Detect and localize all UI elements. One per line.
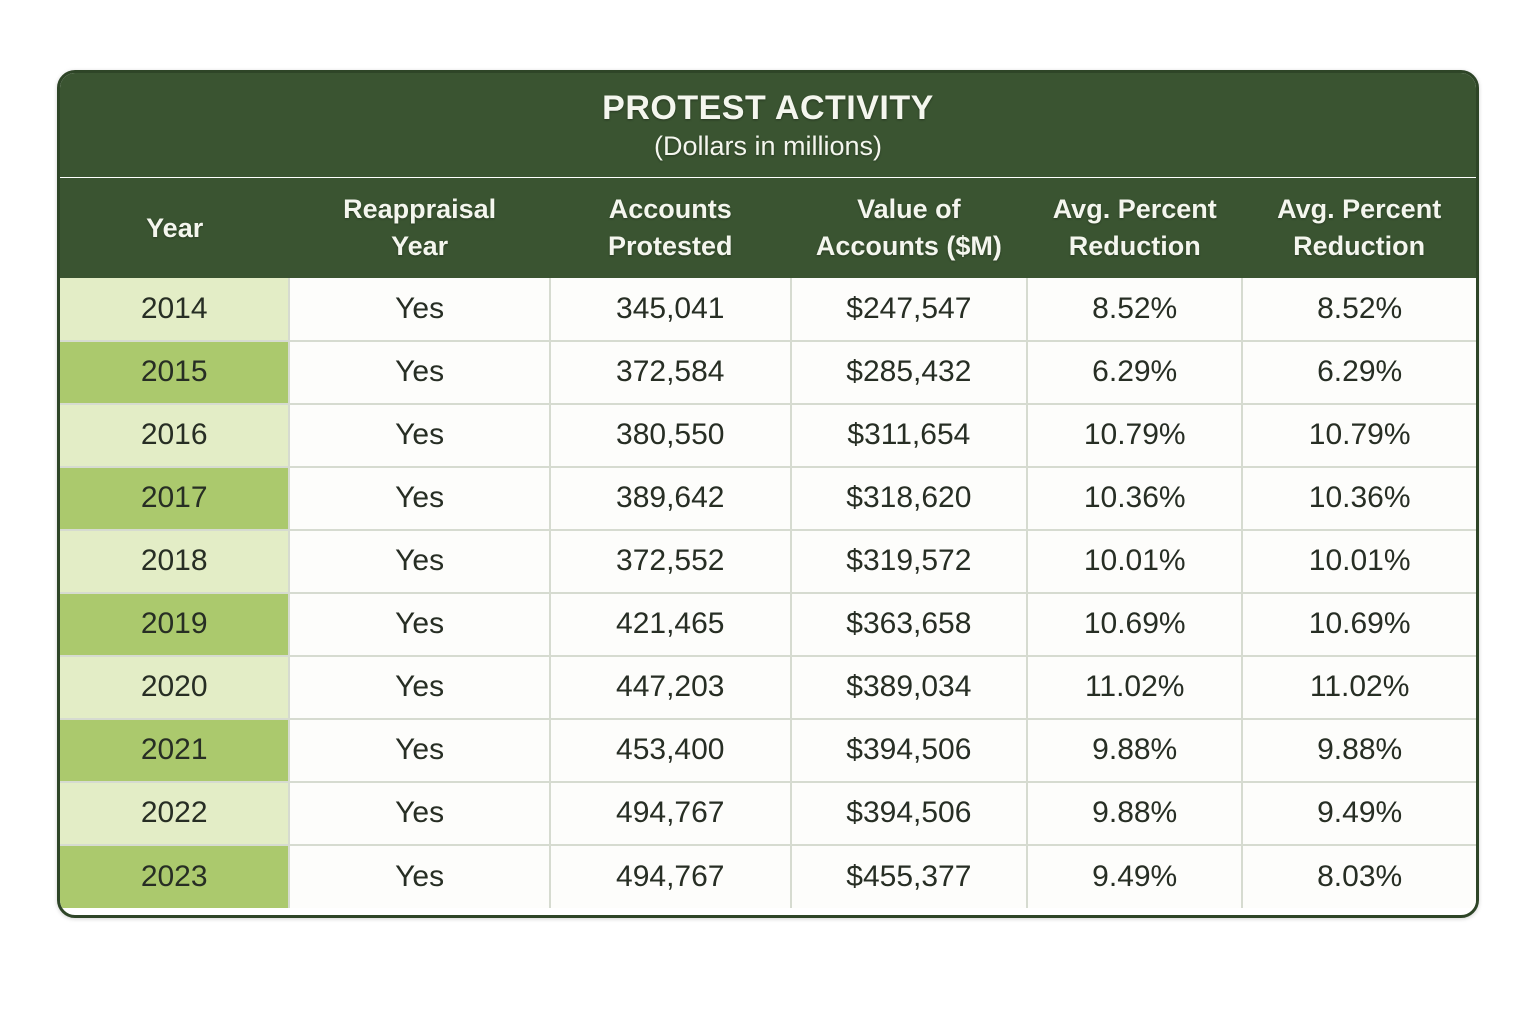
table-cell: $363,658 bbox=[790, 592, 1029, 657]
table-cell: 380,550 bbox=[549, 403, 792, 468]
table-cell: 8.03% bbox=[1242, 844, 1476, 908]
header-cell-1: Reappraisal Year bbox=[289, 177, 550, 278]
table-cell: 494,767 bbox=[549, 844, 792, 908]
table-cell: 345,041 bbox=[549, 277, 792, 342]
year-cell: 2015 bbox=[60, 340, 291, 405]
table-cell: 9.88% bbox=[1027, 781, 1244, 846]
table-cell: 9.88% bbox=[1242, 718, 1476, 783]
year-cell: 2018 bbox=[60, 529, 291, 594]
table-cell: 10.69% bbox=[1242, 592, 1476, 657]
protest-activity-table: Year Reappraisal Year Accounts Protested Va… bbox=[60, 177, 1476, 908]
year-cell: 2021 bbox=[60, 718, 291, 783]
year-cell: 2016 bbox=[60, 403, 291, 468]
table-cell: 11.02% bbox=[1027, 655, 1244, 720]
table-cell: 494,767 bbox=[549, 781, 792, 846]
header-cell-2: Accounts Protested bbox=[549, 177, 791, 278]
table-cell: 9.49% bbox=[1242, 781, 1476, 846]
table-cell: 8.52% bbox=[1027, 277, 1244, 342]
table-cell: Yes bbox=[289, 592, 551, 657]
table-subtitle: (Dollars in millions) bbox=[653, 130, 883, 161]
year-cell: 2019 bbox=[60, 592, 291, 657]
table-body: 2014 Yes 345,041 $247,547 8.52% 8.52% 2015 Yes 3… bbox=[60, 277, 1476, 908]
table-cell: 421,465 bbox=[549, 592, 792, 657]
table-row: 2021 Yes 453,400 $394,506 9.88% 9.88% bbox=[60, 718, 1476, 783]
table-cell: 9.49% bbox=[1027, 844, 1244, 908]
table-cell: 10.79% bbox=[1242, 403, 1476, 468]
table-cell: 372,552 bbox=[549, 529, 792, 594]
table-cell: 10.79% bbox=[1027, 403, 1244, 468]
table-row: 2020 Yes 447,203 $389,034 11.02% 11.02% bbox=[60, 655, 1476, 720]
table-cell: 447,203 bbox=[549, 655, 792, 720]
table-cell: Yes bbox=[289, 277, 551, 342]
table-cell: $455,377 bbox=[790, 844, 1029, 908]
table-cell: $389,034 bbox=[790, 655, 1029, 720]
table-cell: 10.69% bbox=[1027, 592, 1244, 657]
table-cell: 6.29% bbox=[1242, 340, 1476, 405]
table-cell: Yes bbox=[289, 844, 551, 908]
table-cell: 372,584 bbox=[549, 340, 792, 405]
year-cell: 2022 bbox=[60, 781, 291, 846]
table-cell: Yes bbox=[289, 466, 551, 531]
header-cell-4: Avg. Percent Reduction bbox=[1027, 177, 1243, 278]
table-cell: 9.88% bbox=[1027, 718, 1244, 783]
protest-activity-card: PROTEST ACTIVITY (Dollars in millions) Y… bbox=[57, 70, 1479, 918]
table-cell: Yes bbox=[289, 718, 551, 783]
table-cell: 10.01% bbox=[1027, 529, 1244, 594]
table-cell: $319,572 bbox=[790, 529, 1029, 594]
table-title-band: PROTEST ACTIVITY (Dollars in millions) bbox=[60, 73, 1476, 177]
table-cell: 10.01% bbox=[1242, 529, 1476, 594]
table-row: 2014 Yes 345,041 $247,547 8.52% 8.52% bbox=[60, 277, 1476, 342]
table-cell: 453,400 bbox=[549, 718, 792, 783]
table-cell: 10.36% bbox=[1027, 466, 1244, 531]
year-cell: 2017 bbox=[60, 466, 291, 531]
table-cell: $394,506 bbox=[790, 718, 1029, 783]
table-cell: $285,432 bbox=[790, 340, 1029, 405]
table-cell: 11.02% bbox=[1242, 655, 1476, 720]
table-cell: Yes bbox=[289, 403, 551, 468]
table-row: 2017 Yes 389,642 $318,620 10.36% 10.36% bbox=[60, 466, 1476, 531]
table-row: 2016 Yes 380,550 $311,654 10.79% 10.79% bbox=[60, 403, 1476, 468]
header-cell-5: Avg. Percent Reduction bbox=[1242, 177, 1476, 278]
table-header: Year Reappraisal Year Accounts Protested Va… bbox=[60, 177, 1476, 278]
table-cell: $311,654 bbox=[790, 403, 1029, 468]
table-cell: Yes bbox=[289, 781, 551, 846]
table-cell: $247,547 bbox=[790, 277, 1029, 342]
year-cell: 2014 bbox=[60, 277, 291, 342]
table-row: 2023 Yes 494,767 $455,377 9.49% 8.03% bbox=[60, 844, 1476, 908]
header-cell-0: Year bbox=[60, 177, 290, 278]
table-cell: $394,506 bbox=[790, 781, 1029, 846]
table-title: PROTEST ACTIVITY bbox=[602, 88, 934, 127]
table-cell: $318,620 bbox=[790, 466, 1029, 531]
table-header-row: Year Reappraisal Year Accounts Protested Va… bbox=[60, 177, 1476, 278]
table-cell: Yes bbox=[289, 340, 551, 405]
table-cell: 10.36% bbox=[1242, 466, 1476, 531]
header-cell-3: Value of Accounts ($M) bbox=[790, 177, 1028, 278]
year-cell: 2020 bbox=[60, 655, 291, 720]
table-row: 2018 Yes 372,552 $319,572 10.01% 10.01% bbox=[60, 529, 1476, 594]
table-cell: Yes bbox=[289, 529, 551, 594]
table-cell: 389,642 bbox=[549, 466, 792, 531]
year-cell: 2023 bbox=[60, 844, 291, 908]
table-cell: 6.29% bbox=[1027, 340, 1244, 405]
table-row: 2015 Yes 372,584 $285,432 6.29% 6.29% bbox=[60, 340, 1476, 405]
table-row: 2022 Yes 494,767 $394,506 9.88% 9.49% bbox=[60, 781, 1476, 846]
table-cell: Yes bbox=[289, 655, 551, 720]
table-cell: 8.52% bbox=[1242, 277, 1476, 342]
table-row: 2019 Yes 421,465 $363,658 10.69% 10.69% bbox=[60, 592, 1476, 657]
